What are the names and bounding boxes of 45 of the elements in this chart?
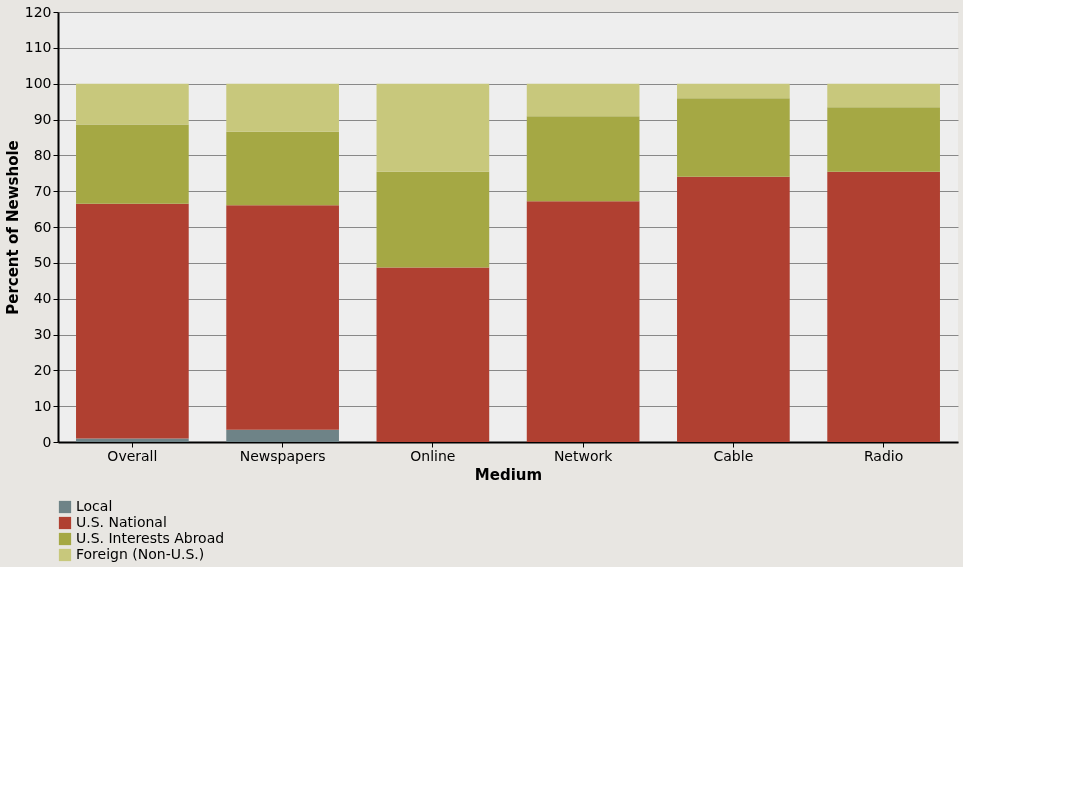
y-tick-label: 100	[24, 75, 52, 92]
y-tick-label: 50	[33, 254, 52, 271]
bar	[827, 171, 940, 442]
y-tick-label: 20	[33, 361, 52, 378]
bar	[827, 107, 940, 172]
x-axis-title: Medium	[474, 465, 543, 484]
y-tick-label: 0	[42, 433, 52, 450]
legend-label: U.S. Interests Abroad	[76, 530, 225, 546]
y-tick-label: 40	[33, 290, 52, 307]
y-tick-label: 120	[24, 3, 52, 20]
y-tick-label: 30	[33, 326, 52, 342]
x-tick-label: Overall	[107, 447, 158, 464]
bar	[526, 116, 640, 202]
y-axis-title: Percent of Newshole	[3, 140, 22, 315]
x-tick-label: Newspapers	[239, 447, 326, 464]
bar	[76, 438, 189, 442]
x-tick-label: Radio	[863, 447, 904, 464]
legend-label: Foreign (Non-U.S.)	[76, 546, 205, 562]
bar	[677, 98, 790, 177]
bar	[376, 83, 490, 172]
y-tick-label: 90	[33, 111, 52, 127]
y-tick-label: 70	[33, 182, 52, 199]
bar	[677, 83, 790, 99]
bar	[677, 176, 790, 442]
bar	[376, 171, 490, 268]
bar	[226, 429, 339, 442]
y-tick-label: 10	[33, 397, 52, 414]
bar	[376, 267, 490, 442]
bar	[76, 124, 189, 204]
y-tick-label: 60	[33, 218, 52, 235]
bar	[226, 205, 339, 430]
bar	[76, 203, 189, 439]
legend-label: U.S. National	[76, 514, 167, 530]
bar	[226, 131, 339, 206]
bar	[526, 201, 640, 442]
bar	[226, 83, 339, 132]
bar	[526, 83, 640, 117]
bar	[827, 83, 940, 108]
x-tick-label: Online	[410, 447, 456, 464]
y-tick-label: 110	[24, 39, 52, 56]
y-tick-label: 80	[33, 146, 52, 163]
legend-label: Local	[76, 498, 113, 514]
bar	[76, 83, 189, 125]
x-tick-label: Network	[553, 447, 614, 464]
x-tick-label: Cable	[713, 447, 754, 464]
